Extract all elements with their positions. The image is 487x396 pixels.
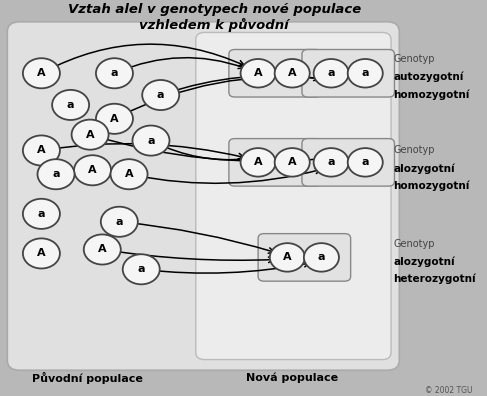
FancyBboxPatch shape xyxy=(302,139,394,186)
FancyBboxPatch shape xyxy=(302,50,394,97)
Circle shape xyxy=(84,234,121,265)
Text: A: A xyxy=(98,244,107,255)
Text: a: a xyxy=(157,90,165,100)
Circle shape xyxy=(275,59,310,88)
Text: heterozygotní: heterozygotní xyxy=(393,274,476,284)
Text: a: a xyxy=(137,264,145,274)
Circle shape xyxy=(241,59,276,88)
Circle shape xyxy=(96,104,133,134)
Text: Vztah alel v genotypech nové populace: Vztah alel v genotypech nové populace xyxy=(68,4,361,16)
Text: a: a xyxy=(37,209,45,219)
Text: a: a xyxy=(318,252,325,263)
Text: A: A xyxy=(288,68,297,78)
Text: A: A xyxy=(125,169,133,179)
Circle shape xyxy=(123,254,160,284)
Text: a: a xyxy=(67,100,75,110)
Text: Genotyp: Genotyp xyxy=(393,145,435,156)
Circle shape xyxy=(142,80,179,110)
Circle shape xyxy=(72,120,109,150)
Circle shape xyxy=(314,59,349,88)
Text: a: a xyxy=(115,217,123,227)
Text: a: a xyxy=(327,157,335,168)
Text: homozygotní: homozygotní xyxy=(393,90,470,100)
Text: A: A xyxy=(254,157,262,168)
Text: alozygotní: alozygotní xyxy=(393,163,455,173)
Text: © 2002 TGU: © 2002 TGU xyxy=(425,386,472,394)
Text: A: A xyxy=(37,145,46,156)
Text: A: A xyxy=(110,114,119,124)
Text: A: A xyxy=(37,68,46,78)
Text: a: a xyxy=(361,68,369,78)
Circle shape xyxy=(241,148,276,177)
Circle shape xyxy=(348,148,383,177)
Circle shape xyxy=(348,59,383,88)
Circle shape xyxy=(132,126,169,156)
FancyBboxPatch shape xyxy=(229,139,321,186)
Text: Nová populace: Nová populace xyxy=(246,373,338,383)
Text: A: A xyxy=(283,252,292,263)
Circle shape xyxy=(74,155,111,185)
Text: A: A xyxy=(88,165,97,175)
Text: vzhledem k původní: vzhledem k původní xyxy=(139,17,289,32)
Text: autozygotní: autozygotní xyxy=(393,72,464,82)
FancyBboxPatch shape xyxy=(229,50,321,97)
Circle shape xyxy=(314,148,349,177)
Circle shape xyxy=(23,199,60,229)
Circle shape xyxy=(23,135,60,166)
Text: a: a xyxy=(327,68,335,78)
Circle shape xyxy=(111,159,148,189)
Text: a: a xyxy=(52,169,60,179)
Text: A: A xyxy=(86,129,94,140)
FancyBboxPatch shape xyxy=(7,22,399,370)
Circle shape xyxy=(23,58,60,88)
Text: alozygotní: alozygotní xyxy=(393,256,455,267)
Text: a: a xyxy=(361,157,369,168)
Circle shape xyxy=(23,238,60,268)
Text: a: a xyxy=(111,68,118,78)
Circle shape xyxy=(37,159,75,189)
Circle shape xyxy=(304,243,339,272)
Circle shape xyxy=(52,90,89,120)
Circle shape xyxy=(96,58,133,88)
Circle shape xyxy=(270,243,305,272)
Text: A: A xyxy=(288,157,297,168)
Text: Původní populace: Původní populace xyxy=(32,372,143,384)
Circle shape xyxy=(101,207,138,237)
Text: A: A xyxy=(254,68,262,78)
FancyBboxPatch shape xyxy=(258,234,351,281)
Text: a: a xyxy=(147,135,155,146)
Text: A: A xyxy=(37,248,46,259)
Text: homozygotní: homozygotní xyxy=(393,181,470,191)
Text: Genotyp: Genotyp xyxy=(393,54,435,65)
FancyBboxPatch shape xyxy=(196,32,391,360)
Circle shape xyxy=(275,148,310,177)
Text: Genotyp: Genotyp xyxy=(393,238,435,249)
